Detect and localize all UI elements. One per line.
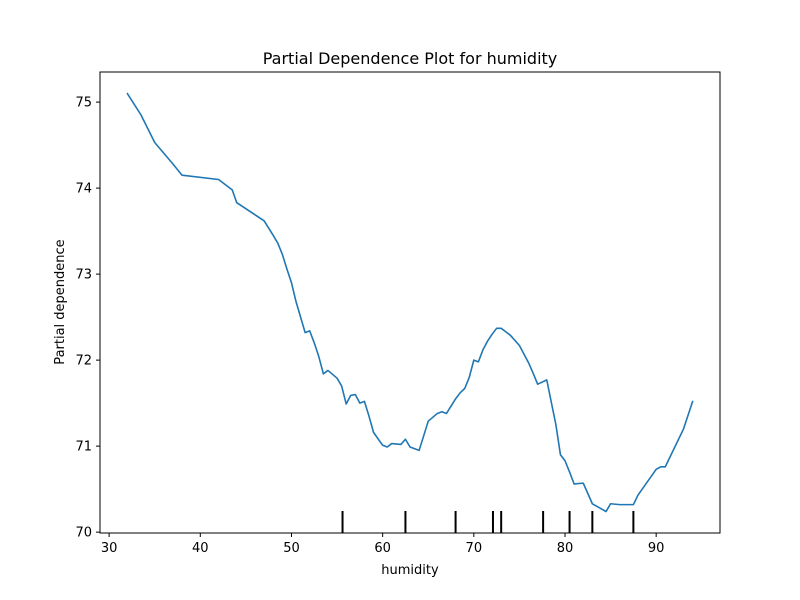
series-line xyxy=(126,92,694,513)
y-tick-label: 71 xyxy=(75,440,92,455)
x-axis-label: humidity xyxy=(381,563,439,578)
x-tick-label: 70 xyxy=(466,541,483,556)
x-tick-label: 60 xyxy=(374,541,391,556)
rug-marks xyxy=(341,511,635,533)
y-axis-ticks: 70 71 72 73 74 75 xyxy=(75,96,100,541)
x-tick-label: 30 xyxy=(101,541,118,556)
y-tick-label: 74 xyxy=(75,182,92,197)
x-tick-label: 50 xyxy=(283,541,300,556)
y-tick-label: 75 xyxy=(75,96,92,111)
x-tick-label: 40 xyxy=(192,541,209,556)
y-tick-label: 72 xyxy=(75,354,92,369)
x-tick-label: 90 xyxy=(648,541,665,556)
y-tick-label: 70 xyxy=(75,526,92,541)
x-tick-label: 80 xyxy=(557,541,574,556)
plot-area: 30 40 50 60 70 80 90 70 71 72 73 74 75 xyxy=(75,71,721,556)
x-axis-ticks: 30 40 50 60 70 80 90 xyxy=(101,533,665,556)
chart-title: Partial Dependence Plot for humidity xyxy=(263,49,558,68)
y-axis-label: Partial dependence xyxy=(53,239,68,364)
y-tick-label: 73 xyxy=(75,268,92,283)
axes-frame xyxy=(99,71,721,534)
